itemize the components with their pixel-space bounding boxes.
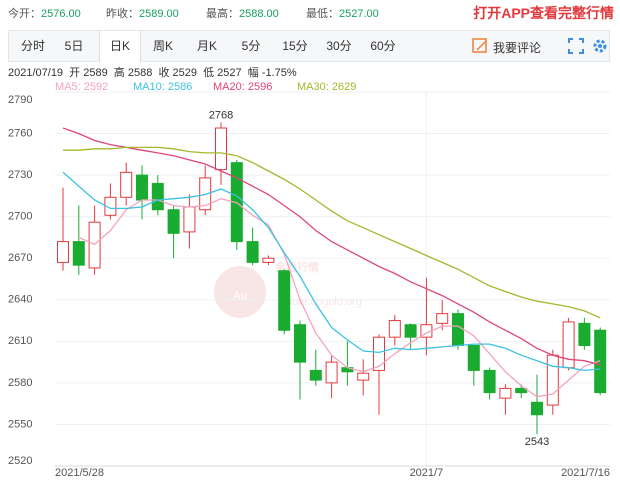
quote-item: 最低：2527.00 [306,5,379,21]
ma-line [63,146,601,319]
tab[interactable]: 5日 [64,39,84,53]
legend-entry: MA30: 2629 [297,81,356,93]
legend-entry: MA20: 2596 [213,81,272,93]
candle-body [262,257,275,263]
quote-item: 今开：2576.00 [8,5,81,21]
candle-body [325,361,338,384]
watermark-url: quote.cngold.org [280,296,362,308]
quote-item: 最高：2588.00 [206,5,279,21]
candle-body [404,324,417,338]
quote-label: 最高： [206,8,239,20]
candle-body [357,372,370,381]
tab[interactable]: 60分 [370,39,396,53]
y-tick-label: 2730 [8,169,32,181]
quote-value: 2589.00 [139,8,179,20]
min-label: 2543 [525,436,549,448]
legend-entry: MA10: 2586 [133,81,192,93]
candle-body [230,162,243,243]
candle-body [57,241,69,263]
watermark-name: 金投行情 [274,260,319,274]
y-tick-label: 2550 [8,418,32,430]
tab[interactable]: 分时 [20,39,45,53]
tab[interactable]: 15分 [282,39,308,53]
quote-value: 2576.00 [41,8,81,20]
candle-body [499,387,512,399]
max-label: 2768 [209,109,233,121]
quote-label: 昨收： [106,8,139,20]
y-tick-label: 2790 [8,94,32,106]
comment-button[interactable]: 我要评论 [493,41,542,55]
candle-body [452,313,464,346]
y-tick-label: 2520 [8,455,32,467]
tab[interactable]: 月K [196,39,217,53]
ma-line [78,198,601,398]
tab[interactable]: 30分 [326,39,352,53]
tab[interactable]: 周K [152,39,173,53]
candle-body [531,401,543,416]
comment-icon[interactable] [471,36,491,56]
candle-body [246,241,259,263]
y-tick-label: 2670 [8,252,32,264]
x-tick-label: 2021/7 [410,467,444,479]
candle-body [483,369,496,394]
candle-body [578,322,591,346]
quote-value: 2527.00 [339,8,379,20]
candle-body [562,321,575,369]
candle-body [388,320,401,338]
ma-line [62,171,601,372]
candle-body [151,182,164,211]
candle-body [594,329,607,394]
info-line: 2021/07/19 开 2589 高 2588 收 2529 低 2527 幅… [8,65,297,79]
candle-body [120,171,133,198]
watermark: Au 金投行情 quote.cngold.org [214,260,362,318]
candle-body [436,313,449,324]
candle-body [515,387,528,394]
candle-body [199,177,212,211]
tab[interactable]: 5分 [241,39,261,53]
quote-label: 今开： [8,8,41,20]
legend-entry: MA5: 2592 [55,81,108,93]
candle-body [467,344,480,371]
quote-value: 2588.00 [239,8,279,20]
candle-body [294,324,306,363]
candle-body [167,209,180,234]
candle-body [136,174,148,201]
candle-body [88,221,101,269]
watermark-logo-text: Au [233,290,246,302]
x-tick-label: 2021/7/16 [561,467,610,479]
candle-body [72,241,85,266]
toolbar: 我要评论 分时 5日 日K 周K 月K 5分 15分 30分 60分 [8,30,610,62]
ma-line [62,127,601,366]
fullscreen-icon[interactable] [567,37,585,55]
candle-body [104,196,117,216]
x-tick-label: 2021/5/28 [55,467,104,479]
candle-body [341,367,354,373]
y-tick-label: 2640 [8,294,32,306]
quote-item: 昨收：2589.00 [106,5,179,21]
candle-body [215,127,227,171]
candle-body [420,324,433,338]
candle-body [183,206,196,233]
candle-body [546,354,559,406]
y-tick-label: 2760 [8,127,32,139]
candle-body [278,270,291,331]
quote-bar: 打开APP查看完整行情 今开：2576.00 昨收：2589.00 最高：2588.… [0,0,620,24]
quote-label: 最低： [306,8,339,20]
app-link[interactable]: 打开APP查看完整行情 [473,5,614,21]
tab[interactable]: 日K [99,31,141,62]
y-tick-label: 2610 [8,335,32,347]
watermark-logo [214,266,266,318]
y-tick-label: 2580 [8,377,32,389]
candle-body [373,336,385,371]
candle-body [309,369,322,381]
y-tick-label: 2700 [8,211,32,223]
settings-icon[interactable] [591,37,609,55]
